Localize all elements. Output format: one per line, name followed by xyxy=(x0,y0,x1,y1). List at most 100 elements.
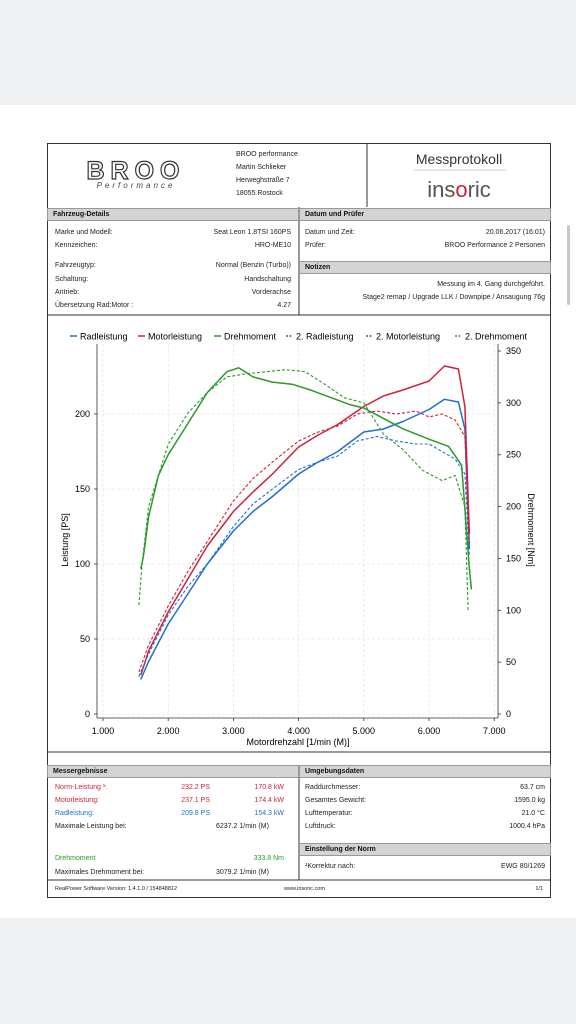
protocol-title: Messprotokoll xyxy=(416,151,502,167)
value: 21.0 °C xyxy=(521,810,545,817)
series-line xyxy=(138,369,469,611)
x-tick-label: 7.000 xyxy=(483,726,506,736)
x-tick-label: 6.000 xyxy=(418,726,441,736)
brand-part: ric xyxy=(468,177,491,202)
brand-part: o xyxy=(455,177,467,202)
value: Handschaltung xyxy=(244,276,291,283)
value: 4.27 xyxy=(277,302,291,309)
section-header: Umgebungsdaten xyxy=(299,765,551,778)
value: 3079.2 1/min (M) xyxy=(216,869,269,876)
label: Kennzeichen: xyxy=(55,242,98,249)
y2-tick-label: 100 xyxy=(506,605,521,615)
address-line: 18055 Rostock xyxy=(236,190,283,197)
x-tick-label: 3.000 xyxy=(222,726,245,736)
y2-tick-label: 50 xyxy=(506,657,516,667)
bottom-background xyxy=(0,918,576,1024)
section-header: Fahrzeug-Details xyxy=(47,208,299,221)
x-tick-label: 2.000 xyxy=(157,726,180,736)
y-tick-label: 50 xyxy=(80,634,90,644)
label: Norm-Leistung ¹: xyxy=(55,784,108,791)
value: HRO-ME10 xyxy=(254,242,291,249)
y-tick-label: 150 xyxy=(75,484,90,494)
brand: insoric xyxy=(427,177,491,202)
address-line: Herweghstraße 7 xyxy=(236,177,290,184)
y-tick-label: 100 xyxy=(75,559,90,569)
label: Datum und Zeit: xyxy=(305,229,355,236)
legend-label: Radleistung xyxy=(80,332,128,342)
value: BROO Performance 2 Personen xyxy=(444,242,545,249)
label: ¹Korrektur nach: xyxy=(305,863,356,870)
value: 154.3 kW xyxy=(254,810,284,817)
value: 333.8 Nm xyxy=(253,855,284,862)
x-axis-title: Motordrehzahl [1/min (M)] xyxy=(246,737,349,747)
label: Raddurchmesser: xyxy=(305,784,361,791)
legend-label: Motorleistung xyxy=(148,332,202,342)
label: Prüfer: xyxy=(305,242,327,249)
value: 170.8 kW xyxy=(254,784,284,791)
series-line xyxy=(140,367,473,590)
brand-part: ins xyxy=(427,177,455,202)
value: Seat Leon 1.8TSI 160PS xyxy=(213,229,291,236)
section-header: Einstellung der Norm xyxy=(299,843,551,856)
address-line: BROO performance xyxy=(236,151,298,158)
legend-label: 2. Radleistung xyxy=(296,332,354,342)
legend-label: Drehmoment xyxy=(224,332,277,342)
y-axis-title: Leistung [PS] xyxy=(60,513,70,567)
value: EWG 80/1269 xyxy=(501,863,545,870)
label: Radleistung: xyxy=(55,810,94,817)
y2-tick-label: 300 xyxy=(506,398,521,408)
label: Marke und Modell: xyxy=(55,229,113,236)
footer-software: RealPower Software Version: 1.4.1.0 / 15… xyxy=(55,886,177,892)
label: Maximale Leistung bei: xyxy=(55,823,127,830)
value: Vorderachse xyxy=(251,289,291,296)
label: Luftdruck: xyxy=(305,823,336,830)
series-line xyxy=(140,398,471,680)
footer-url: www.insoric.com xyxy=(284,886,325,892)
label: Fahrzeugtyp: xyxy=(55,262,96,269)
y-tick-label: 200 xyxy=(75,409,90,419)
series-line xyxy=(138,410,470,673)
y2-axis-title: Drehmoment [Nm] xyxy=(526,493,536,567)
label: Schaltung: xyxy=(55,276,89,283)
label: Drehmoment xyxy=(55,855,96,862)
label: Gesamtes Gewicht: xyxy=(305,797,367,804)
label: Lufttemperatur: xyxy=(305,810,353,817)
series-line xyxy=(140,365,471,676)
y2-tick-label: 350 xyxy=(506,346,521,356)
value: 1000.4 hPa xyxy=(509,823,545,830)
value: 6237.2 1/min (M) xyxy=(216,823,269,830)
label: Motorleistung: xyxy=(55,797,99,804)
top-background xyxy=(0,0,576,105)
value: 174.4 kW xyxy=(254,797,284,804)
value: 237.1 PS xyxy=(181,797,210,804)
label: Antrieb: xyxy=(55,289,80,296)
y2-tick-label: 200 xyxy=(506,502,521,512)
x-tick-label: 1.000 xyxy=(92,726,115,736)
series-line xyxy=(138,435,470,677)
y-tick-label: 0 xyxy=(85,709,90,719)
value: 232.2 PS xyxy=(181,784,210,791)
note: Stage2 remap / Upgrade LLK / Downpipe / … xyxy=(362,294,545,301)
footer-page: 1/1 xyxy=(535,886,543,892)
y2-tick-label: 150 xyxy=(506,553,521,563)
legend-label: 2. Motorleistung xyxy=(376,332,440,342)
note: Messung im 4. Gang durchgeführt. xyxy=(437,281,545,288)
label: Maximales Drehmoment bei: xyxy=(55,869,145,876)
value: 63.7 cm xyxy=(520,784,545,791)
x-tick-label: 5.000 xyxy=(353,726,376,736)
section-header: Notizen xyxy=(299,261,551,274)
value: 1595.0 kg xyxy=(514,797,545,804)
y2-tick-label: 0 xyxy=(506,709,511,719)
section-header: Messergebnisse xyxy=(47,765,299,778)
address-line: Martin Schlieker xyxy=(236,164,287,171)
legend-label: 2. Drehmoment xyxy=(465,332,528,342)
logo-sub: Performance xyxy=(97,181,176,190)
x-tick-label: 4.000 xyxy=(287,726,310,736)
value: 20.06.2017 (16:01) xyxy=(485,229,545,236)
label: Übersetzung Rad:Motor : xyxy=(55,302,134,309)
value: 209.8 PS xyxy=(181,810,210,817)
section-header: Datum und Prüfer xyxy=(299,208,551,221)
